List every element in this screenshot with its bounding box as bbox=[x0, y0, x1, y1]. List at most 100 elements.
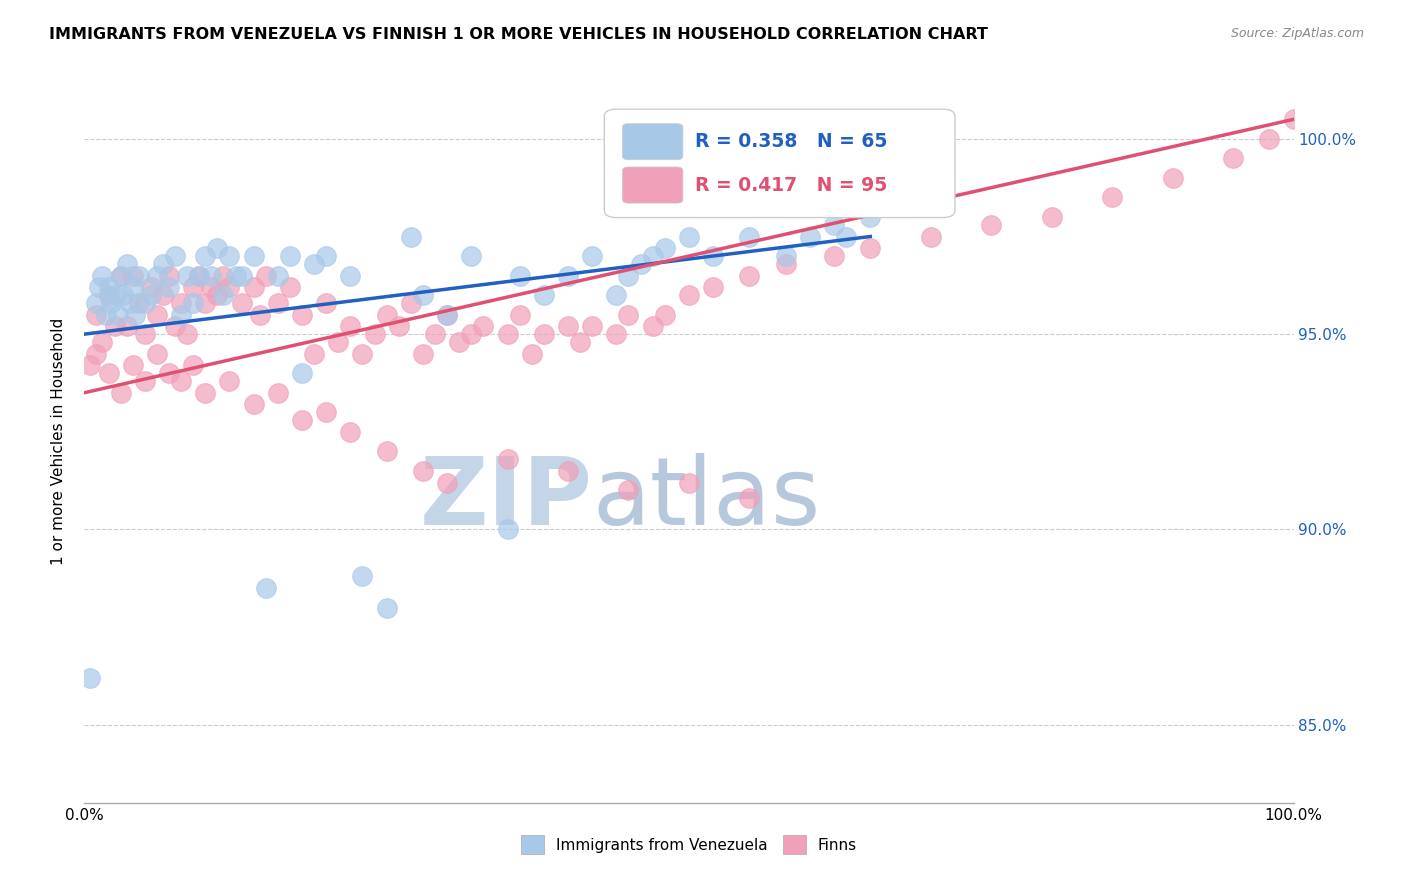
Point bbox=[194, 385, 217, 400]
Point bbox=[115, 319, 138, 334]
Point bbox=[110, 268, 132, 283]
Point bbox=[496, 327, 519, 342]
Point bbox=[1161, 170, 1184, 185]
Point bbox=[87, 280, 110, 294]
Point bbox=[146, 268, 169, 283]
Point bbox=[134, 327, 156, 342]
Point bbox=[86, 296, 108, 310]
Point bbox=[630, 257, 652, 271]
Point bbox=[617, 268, 640, 283]
Point bbox=[100, 296, 122, 310]
Point bbox=[120, 296, 142, 310]
Point bbox=[146, 346, 169, 360]
Point bbox=[128, 268, 150, 283]
Point bbox=[249, 308, 271, 322]
Point bbox=[121, 280, 143, 294]
Point bbox=[200, 268, 222, 283]
Point bbox=[702, 280, 724, 294]
Point bbox=[170, 374, 193, 388]
Point bbox=[110, 385, 132, 400]
Point bbox=[678, 229, 700, 244]
Point bbox=[157, 366, 180, 380]
Point bbox=[128, 296, 150, 310]
Point bbox=[181, 296, 204, 310]
Point bbox=[242, 249, 264, 263]
Point bbox=[738, 268, 761, 283]
Point bbox=[315, 249, 337, 263]
Point bbox=[339, 425, 361, 439]
Point bbox=[557, 319, 579, 334]
Point bbox=[835, 229, 858, 244]
Point bbox=[218, 249, 240, 263]
Point bbox=[104, 319, 127, 334]
Text: Source: ZipAtlas.com: Source: ZipAtlas.com bbox=[1230, 27, 1364, 40]
Point bbox=[207, 288, 229, 302]
Point bbox=[225, 268, 247, 283]
Point bbox=[86, 346, 108, 360]
Point bbox=[449, 334, 471, 349]
Point bbox=[207, 241, 229, 255]
Point bbox=[91, 334, 114, 349]
Text: IMMIGRANTS FROM VENEZUELA VS FINNISH 1 OR MORE VEHICLES IN HOUSEHOLD CORRELATION: IMMIGRANTS FROM VENEZUELA VS FINNISH 1 O… bbox=[49, 27, 988, 42]
Point bbox=[134, 296, 156, 310]
Point bbox=[302, 346, 325, 360]
Point bbox=[980, 218, 1002, 232]
Point bbox=[165, 249, 187, 263]
Point bbox=[181, 359, 204, 373]
Point bbox=[267, 385, 290, 400]
Point bbox=[436, 308, 458, 322]
Point bbox=[581, 249, 603, 263]
Point bbox=[520, 346, 543, 360]
Point bbox=[436, 475, 458, 490]
Point bbox=[242, 280, 264, 294]
Point bbox=[231, 296, 253, 310]
Point bbox=[509, 308, 531, 322]
Point bbox=[218, 374, 240, 388]
Point bbox=[557, 268, 579, 283]
Point bbox=[97, 366, 120, 380]
Point bbox=[181, 280, 204, 294]
Point bbox=[641, 249, 664, 263]
Point bbox=[557, 464, 579, 478]
Point bbox=[738, 491, 761, 505]
Point bbox=[859, 241, 882, 255]
Point bbox=[823, 249, 845, 263]
Point bbox=[799, 229, 821, 244]
Point bbox=[775, 257, 797, 271]
Point bbox=[104, 288, 127, 302]
Point bbox=[678, 475, 700, 490]
FancyBboxPatch shape bbox=[623, 167, 683, 203]
Point bbox=[460, 249, 482, 263]
Point bbox=[702, 249, 724, 263]
Point bbox=[1040, 210, 1063, 224]
Point bbox=[412, 346, 434, 360]
Point bbox=[121, 359, 143, 373]
Point bbox=[134, 374, 156, 388]
Point bbox=[165, 319, 187, 334]
Point bbox=[278, 280, 301, 294]
Point bbox=[115, 257, 138, 271]
Point bbox=[170, 308, 193, 322]
Point bbox=[188, 268, 211, 283]
Point bbox=[146, 308, 169, 322]
Point bbox=[139, 288, 162, 302]
Point bbox=[533, 288, 555, 302]
Point bbox=[107, 308, 129, 322]
Point bbox=[139, 280, 162, 294]
Point bbox=[79, 671, 101, 685]
Point bbox=[375, 600, 398, 615]
Point bbox=[170, 296, 193, 310]
Point bbox=[436, 308, 458, 322]
Point bbox=[533, 327, 555, 342]
Point bbox=[152, 288, 174, 302]
Point bbox=[352, 346, 374, 360]
Y-axis label: 1 or more Vehicles in Household: 1 or more Vehicles in Household bbox=[51, 318, 66, 566]
Point bbox=[859, 210, 882, 224]
Point bbox=[339, 268, 361, 283]
Point bbox=[315, 405, 337, 419]
Point bbox=[509, 268, 531, 283]
Point bbox=[569, 334, 592, 349]
Point bbox=[339, 319, 361, 334]
Point bbox=[617, 308, 640, 322]
Point bbox=[641, 319, 664, 334]
